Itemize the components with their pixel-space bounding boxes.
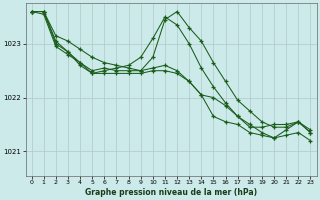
X-axis label: Graphe pression niveau de la mer (hPa): Graphe pression niveau de la mer (hPa) bbox=[85, 188, 257, 197]
